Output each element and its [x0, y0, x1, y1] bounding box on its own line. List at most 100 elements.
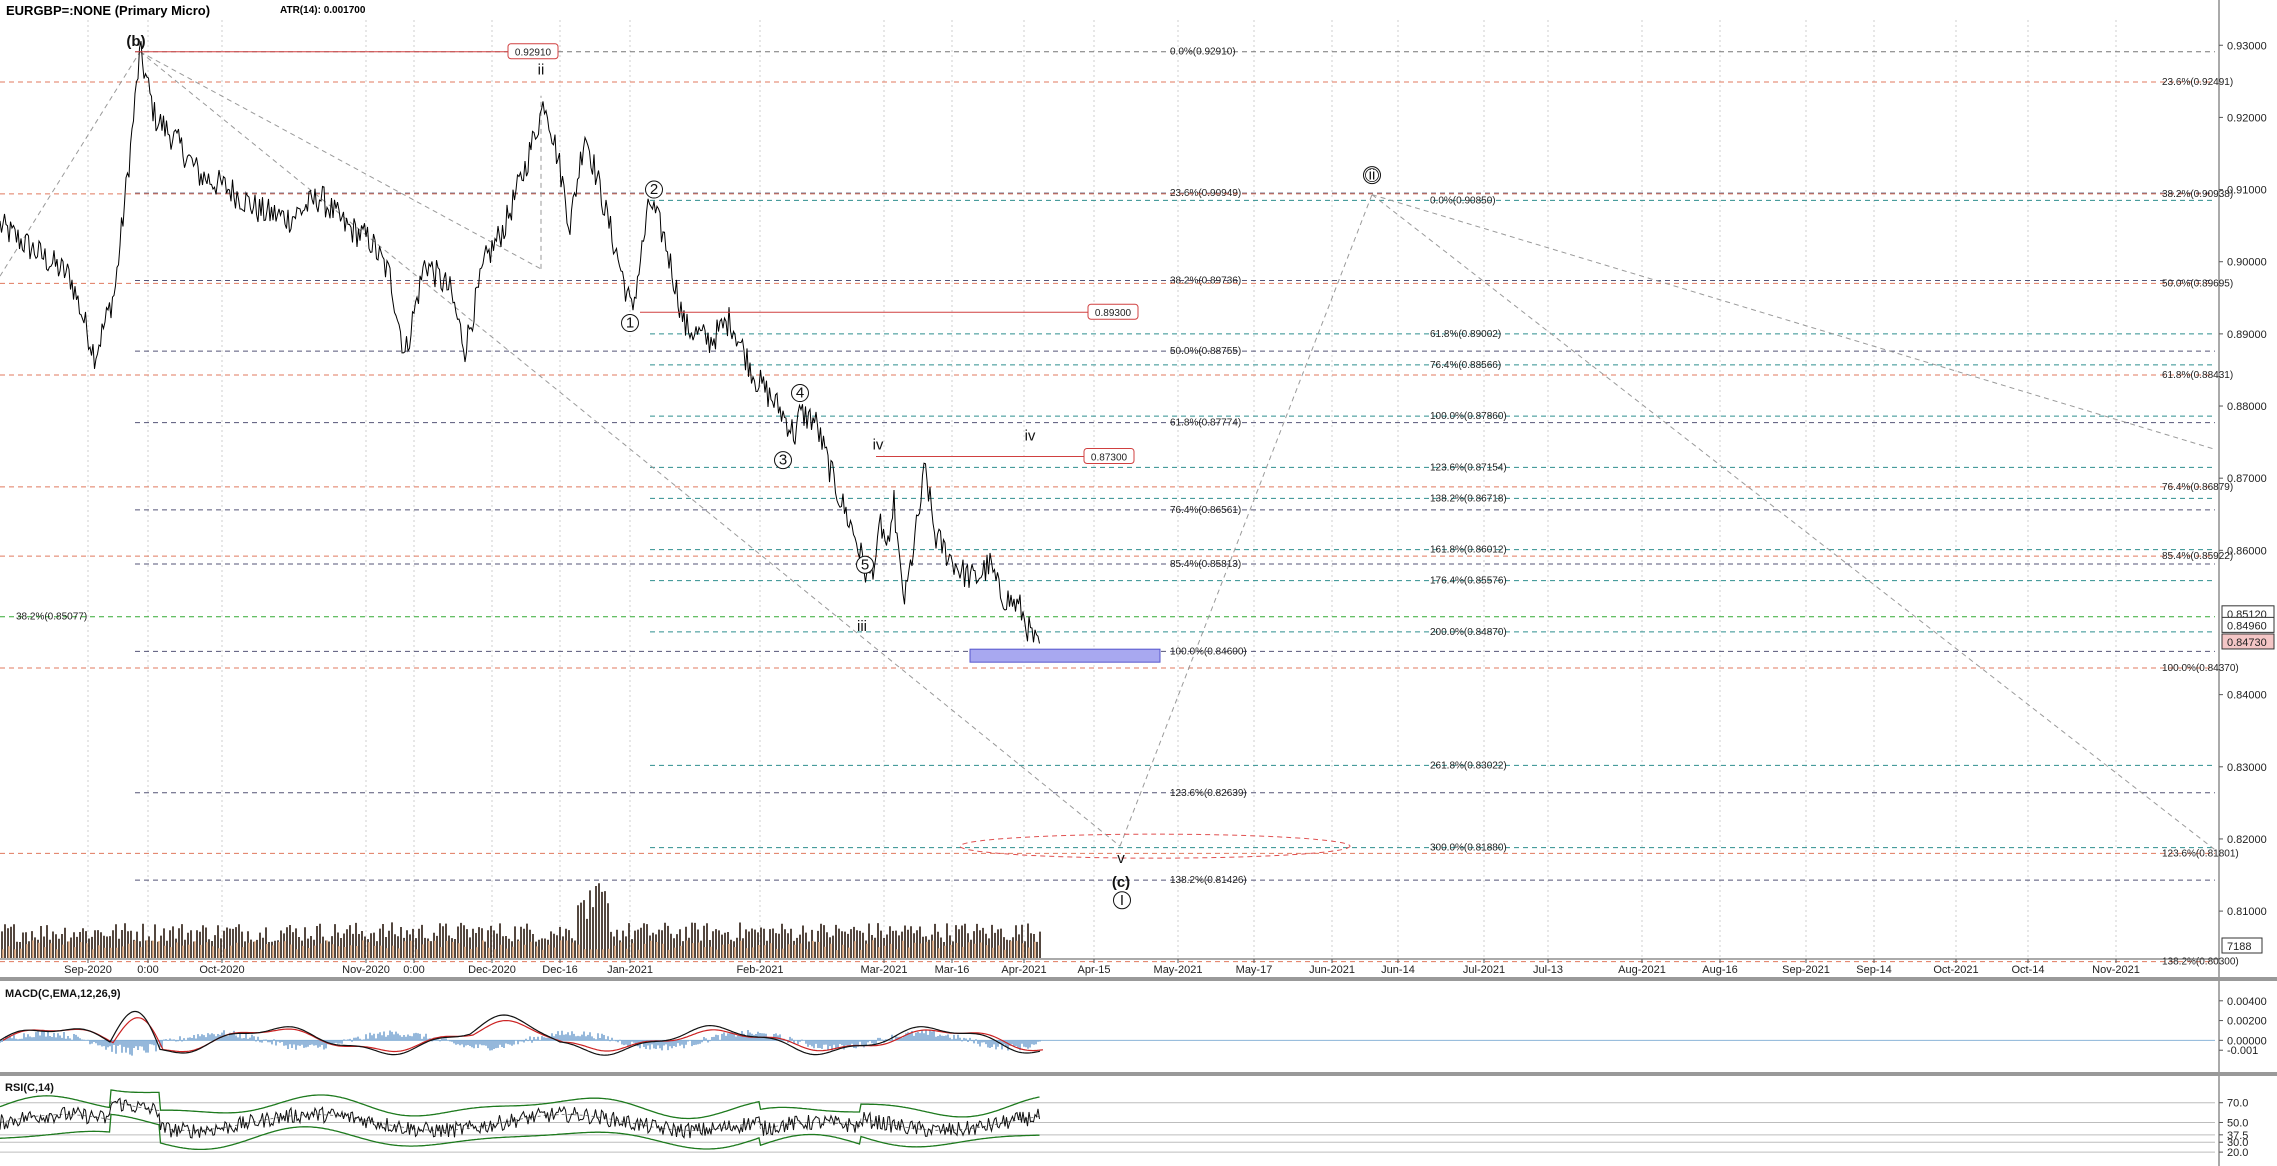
wave-marker-0: (b) [126, 33, 145, 50]
price-box-0 [507, 43, 559, 60]
volume-bars-light [2, 940, 1036, 958]
wave-marker-1: ii [538, 62, 545, 79]
time-tick-label-15: Jun-2021 [1309, 964, 1355, 976]
time-tick-label-19: Aug-2021 [1618, 964, 1666, 976]
fib-label-3: 38.2%(0.90938) [2162, 189, 2233, 200]
price-tick-label-6: 0.87000 [2227, 473, 2267, 485]
chart-title: EURGBP=:NONE (Primary Micro) [6, 3, 210, 18]
rsi-tick-label-4: 20.0 [2227, 1147, 2248, 1159]
price-box-2 [1083, 448, 1135, 465]
fib-label-14: 76.4%(0.86879) [2162, 482, 2233, 493]
time-tick-label-18: Jul-13 [1533, 964, 1563, 976]
price-series [0, 40, 1040, 644]
wave-marker-circle-8 [856, 555, 874, 574]
projection-line-5 [139, 51, 542, 270]
time-tick-label-8: Feb-2021 [736, 964, 783, 976]
wave-marker-circle-13 [1113, 891, 1131, 910]
rsi-upper-band [0, 1089, 1040, 1120]
time-tick-label-13: May-2021 [1154, 964, 1203, 976]
fib-label-21: 38.2%(0.85077) [16, 612, 87, 623]
fib-label-29: 138.2%(0.81426) [1170, 875, 1247, 886]
wave-marker-7: iv [1025, 427, 1036, 444]
projection-line-0 [139, 51, 1121, 847]
fib-label-5: 38.2%(0.89736) [1170, 275, 1241, 286]
fib-label-30: 138.2%(0.80300) [2162, 957, 2239, 968]
price-tick-label-5: 0.88000 [2227, 401, 2267, 413]
time-tick-label-10: Mar-16 [935, 964, 970, 976]
last-price-box-2 [2221, 633, 2275, 650]
volume-value-label: 7188 [2227, 941, 2251, 953]
time-tick-label-16: Jun-14 [1381, 964, 1415, 976]
macd-histogram [0, 1030, 1041, 1056]
fib-label-2: 23.6%(0.90949) [1170, 188, 1241, 199]
time-tick-label-23: Oct-2021 [1933, 964, 1978, 976]
fib-label-1: 23.6%(0.92491) [2162, 77, 2233, 88]
price-tick-label-1: 0.92000 [2227, 112, 2267, 124]
macd-tick-label-1: 0.00200 [2227, 1016, 2267, 1028]
fib-label-28: 123.6%(0.81801) [2162, 848, 2239, 859]
price-tick-label-8: 0.84000 [2227, 690, 2267, 702]
wave-marker-inner-10 [1365, 168, 1379, 183]
fib-label-8: 50.0%(0.88755) [1170, 346, 1241, 357]
rsi-tick-label-2: 37.5 [2227, 1130, 2248, 1142]
time-tick-label-12: Apr-15 [1077, 964, 1110, 976]
price-box-label-2: 0.87300 [1091, 453, 1128, 464]
fib-label-11: 100.0%(0.87860) [1430, 411, 1507, 422]
fib-label-17: 161.8%(0.86012) [1430, 545, 1507, 556]
price-box-label-0: 0.92910 [515, 48, 552, 59]
wave-marker-circle-4 [791, 384, 809, 403]
macd-panel: MACD(C,EMA,12,26,9) 0.00400 0.00200 0.00000… [0, 988, 2277, 1076]
time-tick-label-17: Jul-2021 [1463, 964, 1505, 976]
price-box-1 [1087, 303, 1139, 320]
time-tick-label-20: Aug-16 [1702, 964, 1737, 976]
time-tick-label-4: 0:00 [403, 964, 424, 976]
volume-value-box [2221, 937, 2263, 954]
time-tick-label-6: Dec-16 [542, 964, 577, 976]
fib-label-12: 61.8%(0.87774) [1170, 418, 1241, 429]
wave-marker-10: ii [1369, 167, 1376, 184]
rsi-lower-band [0, 1113, 1040, 1151]
time-tick-label-0: Sep-2020 [64, 964, 112, 976]
projection-line-2 [1371, 194, 2216, 851]
rsi-panel: RSI(C,14) 70.0 50.037.530.020.0 [0, 1082, 2248, 1159]
projection-line-4 [0, 51, 141, 277]
wave-marker-circle-5 [774, 451, 792, 470]
fib-label-24: 100.0%(0.84370) [2162, 663, 2239, 674]
wave-marker-6: iv [873, 437, 884, 454]
fib-label-13: 123.6%(0.87154) [1430, 462, 1507, 473]
volume-bars [1, 883, 1041, 958]
price-line [0, 40, 1040, 644]
price-tick-label-9: 0.83000 [2227, 762, 2267, 774]
wave-marker-circle-3 [621, 314, 639, 333]
wave-marker-11: v [1117, 850, 1125, 867]
rsi-tick-label-1: 50.0 [2227, 1117, 2248, 1129]
time-tick-label-14: May-17 [1236, 964, 1273, 976]
price-box-label-1: 0.89300 [1095, 308, 1132, 319]
price-axis[interactable]: 0.93000 0.92000 0.91000 0.90000 0.89000 0.880… [2218, 0, 2275, 1166]
price-tick-label-2: 0.91000 [2227, 185, 2267, 197]
fib-label-19: 85.4%(0.85813) [1170, 559, 1241, 570]
price-tick-label-7: 0.86000 [2227, 545, 2267, 557]
macd-tick-label-2: 0.00000 [2227, 1035, 2267, 1047]
time-tick-label-25: Nov-2021 [2092, 964, 2140, 976]
time-tick-label-3: Nov-2020 [342, 964, 390, 976]
price-tick-label-4: 0.89000 [2227, 329, 2267, 341]
target-zones [959, 648, 1351, 859]
rsi-tick-label-0: 70.0 [2227, 1098, 2248, 1110]
wave-marker-13: I [1120, 892, 1124, 909]
time-tick-label-24: Oct-14 [2011, 964, 2044, 976]
fib-label-4: 0.0%(0.90850) [1430, 195, 1496, 206]
fib-label-20: 176.4%(0.85576) [1430, 576, 1507, 587]
time-tick-label-11: Apr-2021 [1001, 964, 1046, 976]
time-tick-label-9: Mar-2021 [860, 964, 907, 976]
macd-tick-label-3: -0.001 [2227, 1045, 2258, 1057]
fib-label-26: 123.6%(0.82639) [1170, 788, 1247, 799]
price-tick-label-10: 0.82000 [2227, 834, 2267, 846]
time-axis[interactable]: Sep-2020 0:00 Oct-2020 Nov-2020 0:00 Dec-2020… [0, 958, 2277, 981]
macd-line [0, 1010, 1041, 1056]
price-tick-label-0: 0.93000 [2227, 40, 2267, 52]
time-grid [87, 20, 2117, 958]
time-tick-label-2: Oct-2020 [199, 964, 244, 976]
